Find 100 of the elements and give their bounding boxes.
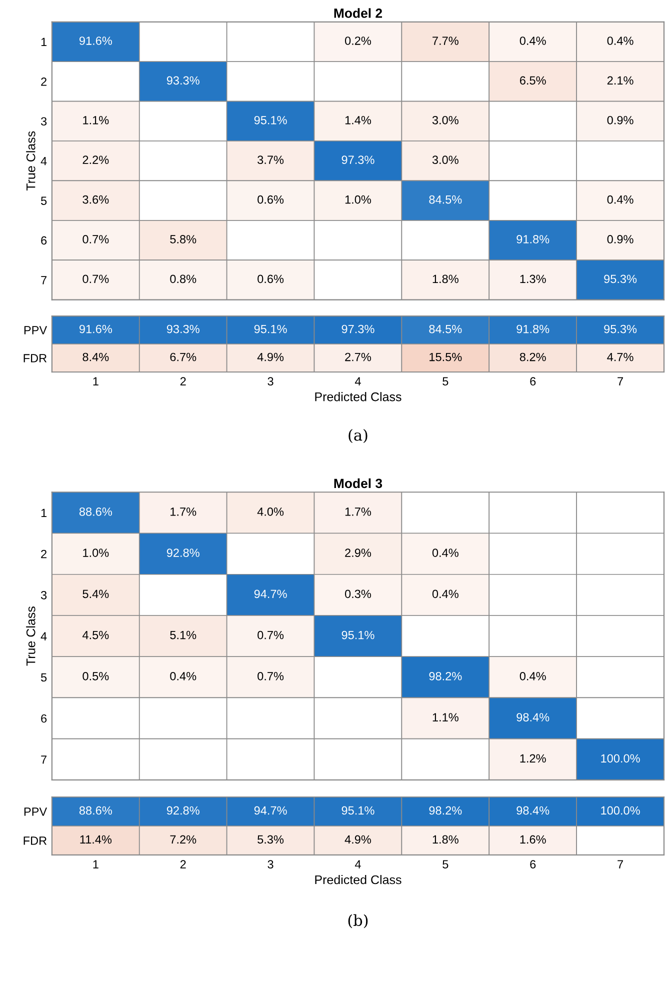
data-label: 0.4% bbox=[432, 590, 458, 598]
y-axis-title: True Class bbox=[26, 131, 36, 191]
x-tick-label: 7 bbox=[618, 860, 623, 868]
x-tick-label: 3 bbox=[268, 860, 274, 868]
x-tick-label: 2 bbox=[180, 377, 186, 386]
data-label: 92.8% bbox=[166, 806, 200, 815]
data-label: 95.3% bbox=[604, 324, 637, 334]
y-tick-label: 5 bbox=[40, 196, 47, 205]
data-label: 4.7% bbox=[607, 352, 634, 362]
text: (a) bbox=[348, 428, 368, 443]
data-label: 91.6% bbox=[79, 324, 112, 334]
y-tick-label: 1 bbox=[41, 38, 47, 46]
x-tick-label: 6 bbox=[530, 860, 536, 868]
data-label: 0.7% bbox=[258, 630, 284, 640]
data-label: 0.5% bbox=[82, 672, 109, 680]
y-tick-label: PPV bbox=[24, 326, 48, 334]
data-label: 95.1% bbox=[342, 806, 374, 815]
data-label: 97.3% bbox=[342, 156, 374, 164]
data-label: 8.2% bbox=[520, 352, 546, 362]
data-label: 100.0% bbox=[601, 754, 640, 763]
data-label: 93.3% bbox=[166, 324, 200, 334]
x-tick-label: 2 bbox=[180, 860, 186, 868]
y-tick-label: 7 bbox=[41, 276, 46, 284]
y-tick-label: 2 bbox=[41, 550, 46, 558]
data-label: 91.8% bbox=[516, 324, 550, 334]
data-label: 98.4% bbox=[516, 713, 550, 722]
data-label: 1.0% bbox=[83, 548, 109, 557]
data-label: 98.4% bbox=[516, 806, 550, 815]
y-tick-label: FDR bbox=[24, 354, 47, 362]
data-label: 4.0% bbox=[257, 507, 284, 516]
data-label: 6.5% bbox=[520, 76, 546, 85]
data-label: 0.2% bbox=[344, 36, 372, 45]
data-label: 11.4% bbox=[80, 835, 112, 844]
data-label: 2.1% bbox=[607, 76, 634, 85]
data-label: 95.1% bbox=[254, 324, 287, 334]
data-label: 7.7% bbox=[432, 36, 458, 45]
data-label: 0.7% bbox=[258, 672, 284, 680]
data-label: 1.8% bbox=[432, 835, 458, 844]
data-label: 0.7% bbox=[82, 274, 109, 284]
data-label: 0.4% bbox=[170, 672, 196, 680]
data-label: 0.4% bbox=[432, 548, 458, 557]
y-tick-label: 1 bbox=[41, 508, 47, 517]
data-label: 0.4% bbox=[520, 672, 546, 680]
data-label: 95.1% bbox=[254, 116, 287, 124]
data-label: 3.0% bbox=[432, 156, 458, 164]
data-label: 100.0% bbox=[601, 806, 640, 815]
y-tick-label: 2 bbox=[41, 77, 46, 86]
y-tick-label: FDR bbox=[24, 836, 47, 845]
data-label: 0.4% bbox=[520, 36, 546, 45]
data-label: 94.7% bbox=[254, 590, 287, 598]
text: (b) bbox=[348, 914, 368, 928]
x-tick-label: 5 bbox=[442, 860, 448, 868]
chart-title: Model 2 bbox=[334, 8, 382, 18]
x-tick-label: 7 bbox=[618, 377, 623, 386]
data-label: 0.8% bbox=[170, 274, 196, 284]
x-tick-label: 6 bbox=[530, 377, 536, 386]
x-axis-title: Predicted Class bbox=[315, 392, 402, 402]
chart-title: Model 3 bbox=[334, 478, 382, 488]
data-label: 0.9% bbox=[607, 235, 634, 244]
data-label: 0.9% bbox=[607, 116, 634, 124]
y-tick-label: 3 bbox=[40, 590, 47, 600]
x-tick-label: 3 bbox=[268, 377, 274, 386]
data-label: 95.1% bbox=[342, 630, 374, 640]
x-axis-title: Predicted Class bbox=[315, 875, 402, 884]
data-label: 0.6% bbox=[258, 195, 284, 204]
data-label: 84.5% bbox=[429, 195, 462, 204]
x-tick-label: 4 bbox=[354, 860, 361, 868]
x-tick-label: 1 bbox=[93, 860, 98, 868]
data-label: 91.6% bbox=[79, 36, 112, 45]
data-label: 88.6% bbox=[79, 507, 112, 516]
data-label: 15.5% bbox=[430, 352, 462, 362]
data-label: 91.8% bbox=[516, 235, 550, 244]
data-label: 6.7% bbox=[170, 352, 196, 362]
x-tick-label: 4 bbox=[354, 377, 361, 386]
y-axis-title: True Class bbox=[26, 606, 36, 666]
data-label: 2.7% bbox=[345, 352, 372, 362]
data-label: 1.3% bbox=[520, 274, 546, 284]
data-label: 5.8% bbox=[170, 235, 196, 244]
data-label: 1.4% bbox=[345, 116, 372, 124]
y-tick-label: 6 bbox=[41, 236, 47, 245]
data-label: 2.2% bbox=[82, 156, 109, 164]
data-label: 3.6% bbox=[82, 195, 109, 204]
data-label: 5.1% bbox=[170, 630, 196, 640]
data-label: 92.8% bbox=[166, 548, 200, 557]
y-tick-label: PPV bbox=[24, 808, 48, 816]
data-label: 1.0% bbox=[345, 195, 372, 204]
data-label: 1.7% bbox=[170, 508, 196, 516]
y-tick-label: 3 bbox=[40, 117, 47, 126]
data-label: 1.6% bbox=[520, 835, 546, 844]
data-label: 0.3% bbox=[344, 590, 372, 598]
y-tick-label: 4 bbox=[40, 632, 47, 640]
data-label: 0.7% bbox=[82, 235, 109, 244]
y-tick-label: 5 bbox=[40, 673, 47, 682]
data-label: 5.3% bbox=[258, 835, 284, 844]
data-label: 3.0% bbox=[432, 116, 458, 124]
data-label: 94.7% bbox=[254, 806, 287, 815]
data-label: 84.5% bbox=[429, 324, 462, 334]
data-label: 8.4% bbox=[82, 352, 109, 362]
data-label: 4.9% bbox=[344, 835, 372, 844]
data-label: 97.3% bbox=[342, 324, 374, 334]
